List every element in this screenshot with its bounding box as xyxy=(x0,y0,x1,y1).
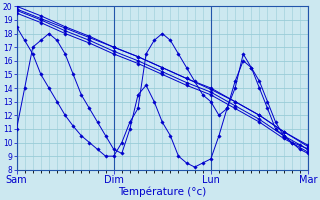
X-axis label: Température (°c): Température (°c) xyxy=(118,187,206,197)
